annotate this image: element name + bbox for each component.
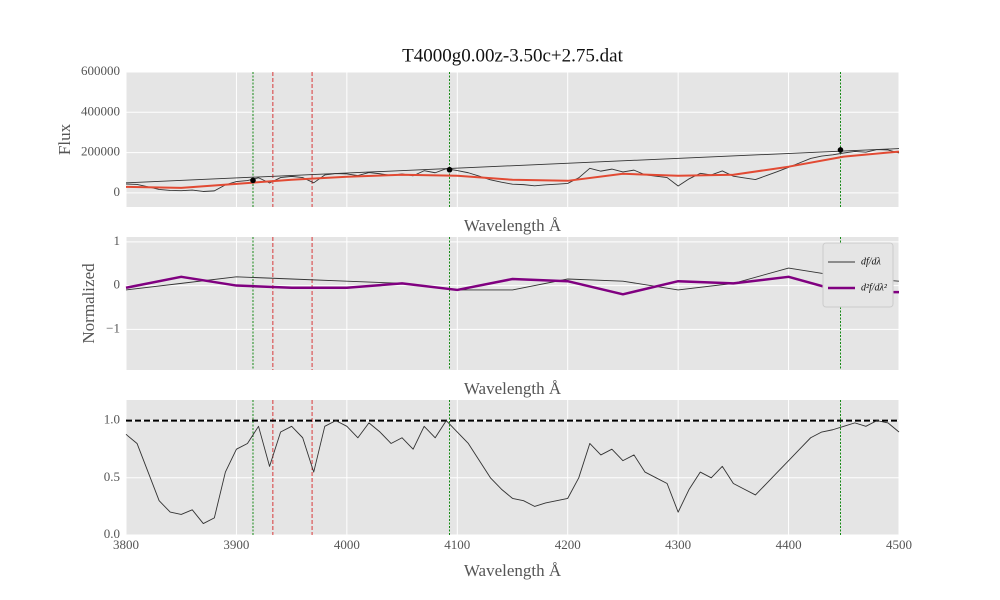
data-point bbox=[446, 166, 453, 173]
y-tick-label: 0 bbox=[114, 184, 121, 199]
plot-area bbox=[126, 72, 899, 207]
series-line bbox=[125, 275, 899, 296]
legend: df/dλ d²f/dλ² bbox=[822, 242, 894, 308]
y-axis-label: Normalized bbox=[79, 263, 98, 344]
plot-area bbox=[126, 400, 899, 535]
data-point bbox=[837, 147, 844, 153]
x-tick-label: 4500 bbox=[886, 537, 912, 552]
y-tick-label: 400000 bbox=[81, 103, 120, 118]
legend-box bbox=[822, 242, 894, 308]
y-tick-label: 200000 bbox=[81, 144, 120, 159]
data-point bbox=[250, 177, 256, 184]
x-axis-label: Wavelength Å bbox=[464, 561, 562, 580]
chart-title: T4000g0.00z-3.50c+2.75.dat bbox=[402, 45, 623, 66]
x-tick-label: 3800 bbox=[113, 537, 139, 552]
x-tick-label: 4400 bbox=[776, 537, 802, 552]
y-tick-label: 600000 bbox=[81, 63, 120, 78]
y-tick-label: 0.0 bbox=[104, 526, 120, 541]
series-line bbox=[125, 148, 900, 184]
x-tick-label: 4300 bbox=[665, 537, 691, 552]
series-line bbox=[125, 267, 900, 291]
y-tick-label: 1.0 bbox=[104, 412, 120, 427]
x-tick-label: 4200 bbox=[555, 537, 581, 552]
y-tick-label: 0.5 bbox=[104, 469, 120, 484]
plot-area bbox=[126, 237, 899, 370]
legend-label: df/dλ bbox=[861, 256, 882, 267]
x-tick-label: 4100 bbox=[444, 537, 470, 552]
series-line bbox=[125, 420, 900, 525]
y-tick-label: −1 bbox=[106, 320, 120, 335]
x-axis-label: Wavelength Å bbox=[464, 379, 562, 398]
y-tick-label: 1 bbox=[114, 233, 121, 248]
x-tick-label: 3900 bbox=[223, 537, 249, 552]
x-axis-label: Wavelength Å bbox=[464, 216, 562, 235]
y-axis-label: Flux bbox=[55, 123, 74, 155]
x-tick-label: 4000 bbox=[334, 537, 360, 552]
legend-label: d²f/dλ² bbox=[861, 282, 888, 293]
y-tick-label: 0 bbox=[114, 277, 121, 292]
